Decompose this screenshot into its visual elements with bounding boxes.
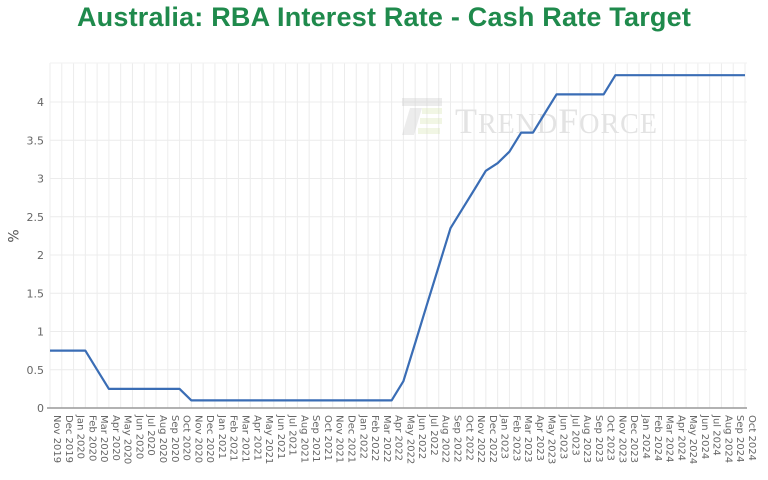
x-tick-label: Jan 2022 [357, 414, 368, 459]
x-tick-label: Aug 2024 [722, 415, 733, 463]
y-tick-labels: 0 0.5 1 1.5 2 2.5 3 3.5 4 [27, 96, 45, 415]
chart-title: Australia: RBA Interest Rate - Cash Rate… [76, 2, 692, 32]
x-tick-label: Dec 2020 [204, 415, 215, 463]
x-tick-label: Sep 2020 [169, 415, 180, 462]
x-tick-label: Feb 2020 [86, 415, 97, 461]
x-tick-label: Oct 2020 [181, 415, 192, 461]
x-tick-label: Jul 2023 [569, 414, 580, 456]
svg-text:4: 4 [37, 96, 44, 109]
svg-text:3.5: 3.5 [27, 134, 45, 147]
x-tick-label: Dec 2022 [487, 415, 498, 463]
x-tick-label: Sep 2021 [310, 415, 321, 462]
svg-text:1: 1 [37, 326, 44, 339]
x-tick-label: Jan 2021 [216, 414, 227, 459]
x-tick-label: Apr 2023 [534, 415, 545, 461]
x-tick-label: Sep 2022 [452, 415, 463, 462]
x-tick-label: Aug 2022 [440, 415, 451, 463]
svg-text:2: 2 [37, 249, 44, 262]
x-tick-label: Jun 2020 [133, 414, 144, 459]
x-tick-label: May 2022 [404, 415, 415, 464]
x-tick-label: Mar 2020 [98, 415, 109, 463]
svg-text:0: 0 [37, 402, 44, 415]
x-tick-label: May 2023 [546, 415, 557, 464]
x-tick-label: Oct 2021 [322, 415, 333, 461]
x-tick-label: Jun 2024 [699, 414, 710, 459]
x-tick-label: Sep 2024 [734, 415, 745, 462]
x-tick-label: Jun 2021 [275, 414, 286, 459]
x-tick-label: Nov 2021 [334, 415, 345, 463]
x-tick-label: Apr 2022 [393, 415, 404, 461]
x-tick-label: Jul 2021 [287, 414, 298, 456]
svg-text:3: 3 [37, 173, 44, 186]
x-tick-label: Nov 2022 [475, 415, 486, 463]
svg-text:0.5: 0.5 [27, 364, 45, 377]
x-tick-label: Aug 2021 [298, 415, 309, 463]
rate-line [50, 74, 745, 402]
x-tick-label: Mar 2024 [664, 415, 675, 463]
x-tick-label: Aug 2023 [581, 415, 592, 463]
x-tick-label: Apr 2021 [251, 415, 262, 461]
x-tick-label: Jan 2020 [75, 414, 86, 459]
x-tick-label: May 2021 [263, 415, 274, 464]
gridlines [49, 62, 747, 408]
x-tick-label: Jul 2020 [145, 414, 156, 456]
x-tick-label: Nov 2020 [192, 415, 203, 463]
x-tick-label: Apr 2024 [675, 415, 686, 461]
trendforce-watermark: TRENDFORCE [402, 98, 657, 141]
x-tick-label: Feb 2022 [369, 415, 380, 461]
x-tick-label: Jan 2023 [499, 414, 510, 459]
x-tick-label: Feb 2021 [228, 415, 239, 461]
x-tick-label: Sep 2023 [593, 415, 604, 462]
x-tick-label: Jul 2024 [711, 414, 722, 456]
x-tick-label: Oct 2023 [605, 415, 616, 461]
x-tick-label: Mar 2023 [522, 415, 533, 463]
x-tick-label: Dec 2021 [345, 415, 356, 463]
x-tick-label: Apr 2020 [110, 415, 121, 461]
x-tick-label: Mar 2022 [381, 415, 392, 463]
x-tick-labels: Nov 2019 Dec 2019 Jan 2020 Feb 2020 Mar 2020… [51, 414, 757, 464]
x-tick-label: May 2020 [122, 415, 133, 464]
x-tick-label: Feb 2023 [510, 415, 521, 461]
svg-text:2.5: 2.5 [27, 211, 45, 224]
svg-text:1.5: 1.5 [27, 287, 45, 300]
x-tick-label: Nov 2019 [51, 415, 62, 463]
x-tick-label: Mar 2021 [239, 415, 250, 463]
x-tick-label: Dec 2023 [628, 415, 639, 463]
trendforce-logo-icon [402, 98, 442, 135]
x-tick-label: Jun 2023 [558, 414, 569, 459]
x-tick-label: Jun 2022 [416, 414, 427, 459]
x-tick-label: Oct 2024 [746, 415, 757, 461]
x-tick-label: Nov 2023 [616, 415, 627, 463]
x-tick-label: Jan 2024 [640, 414, 651, 459]
x-tick-label: May 2024 [687, 415, 698, 464]
x-tick-label: Oct 2022 [463, 415, 474, 461]
x-tick-label: Aug 2020 [157, 415, 168, 463]
x-tick-label: Dec 2019 [63, 415, 74, 463]
x-tick-label: Feb 2024 [652, 415, 663, 461]
x-tick-label: Jul 2022 [428, 414, 439, 456]
